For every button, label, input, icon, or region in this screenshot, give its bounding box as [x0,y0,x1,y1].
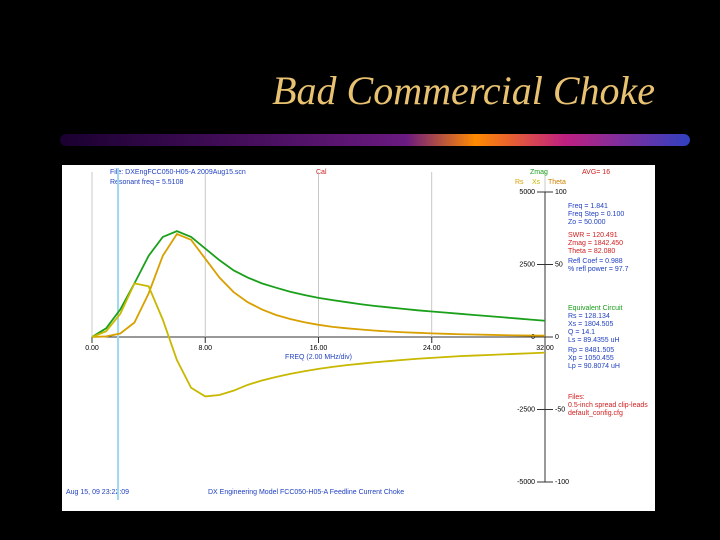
x-tick-label: 24.00 [423,345,441,352]
cal-label: Cal [316,169,327,176]
y-tick-label: 5000 [519,189,535,196]
screenshot [62,165,655,511]
legend-label: Rs [515,179,524,186]
readout-line: Freq Step = 0.100 [568,211,624,218]
readout-line: Xp = 1050.455 [568,355,614,362]
x-tick-label: 0.00 [85,345,99,352]
x-tick-label: 16.00 [310,345,328,352]
readout-line: Files: [568,394,585,401]
y-tick-label: 0 [531,334,535,341]
y-tick-label: -5000 [517,479,535,486]
timestamp: Aug 15, 09 23:22:09 [66,489,129,496]
slide-title: Bad Commercial Choke [272,68,655,113]
readout-line: Theta = 82.080 [568,248,615,255]
readout-line: Zmag = 1842.450 [568,240,623,247]
x-tick-label: 8.00 [198,345,212,352]
avg-label: AVG= 16 [582,169,610,176]
readout-line: default_config.cfg [568,410,623,417]
readout-line: Equivalent Circuit [568,305,623,312]
y-tick-label: -2500 [517,406,535,413]
model-label: DX Engineering Model FCC050-H05-A Feedli… [208,489,404,496]
readout-line: Rs = 128.134 [568,313,610,320]
readout-line: Rp = 8481.505 [568,347,614,354]
y2-tick-label: 100 [555,189,567,196]
readout-line: % refl power = 97.7 [568,266,629,273]
series-line [91,232,546,338]
readout-line: Zo = 50.000 [568,219,606,226]
readout-line: Ls = 89.4355 uH [568,337,620,344]
readout-line: Xs = 1804.505 [568,321,613,328]
y2-tick-label: -50 [555,406,565,413]
y2-axis-label: Theta [548,179,566,186]
y2-tick-label: 50 [555,261,563,268]
series-line [91,282,546,398]
y2-tick-label: -100 [555,479,569,486]
legend-label: Xs [532,179,541,186]
y-tick-label: 2500 [519,261,535,268]
title-bar [60,134,690,146]
readout-line: Q = 14.1 [568,329,595,336]
readout-line: Refl Coef = 0.988 [568,258,623,265]
series-line [91,230,546,338]
readout-line: 0.5-inch spread clip-leads [568,402,648,409]
resonant-freq: Resonant freq = 5.5108 [110,179,183,186]
x-axis-label: FREQ (2.00 MHz/div) [285,354,352,361]
readout-line: Freq = 1.841 [568,203,608,210]
legend-label: Zmag [530,169,548,176]
readout-line: Lp = 90.8074 uH [568,363,620,370]
file-name: File: DXEngFCC050-H05-A 2009Aug15.scn [110,169,246,176]
readout-line: SWR = 120.491 [568,232,618,239]
y2-tick-label: 0 [555,334,559,341]
